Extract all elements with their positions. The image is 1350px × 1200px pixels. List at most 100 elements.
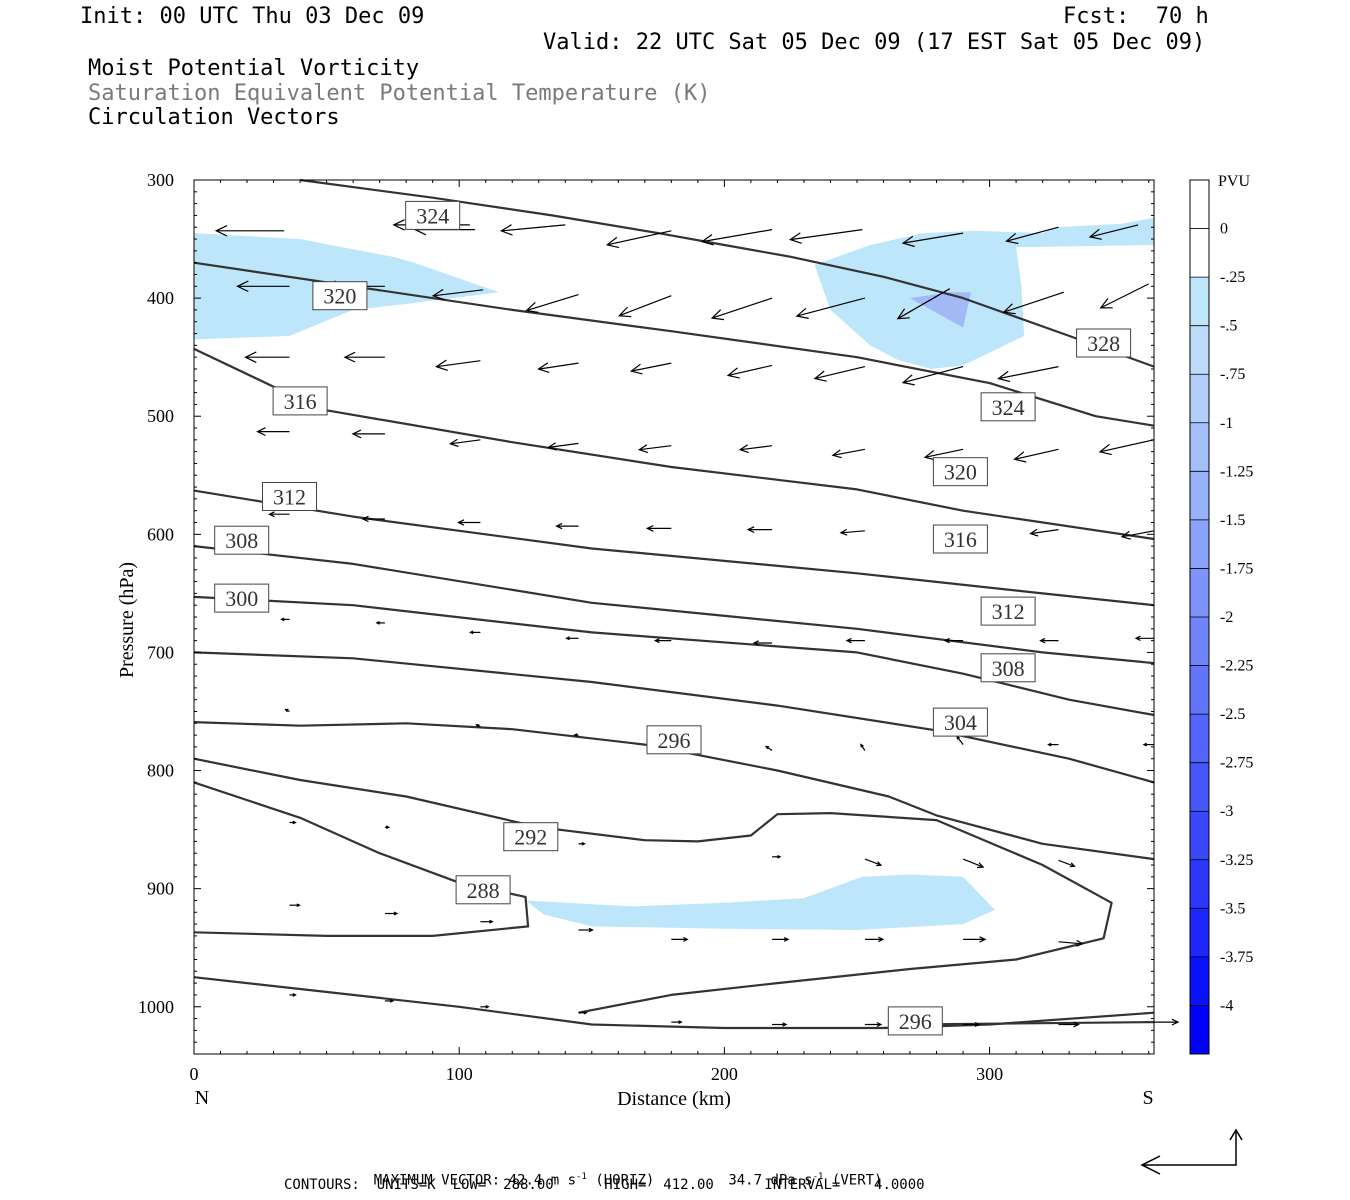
colorbar-swatch <box>1190 325 1209 375</box>
vector-arrowhead <box>1002 303 1016 315</box>
vector-arrowhead <box>343 351 356 363</box>
max-vector-label: MAXIMUM VECTOR: <box>373 1172 501 1189</box>
contour-label-layer: 324 320 316 312 308 300 328 324 320 316 312 308 304 2… <box>214 200 1132 1036</box>
colorbar-label: -3.25 <box>1220 852 1253 869</box>
vector-arrowhead <box>435 359 448 371</box>
vector-arrowhead <box>976 862 985 869</box>
pv-colorbar: PVU 0 -.25 -.5 -.75 -1 -1.25 -1.5 -1.75 -2 -2.25 -2… <box>1189 173 1253 1055</box>
vector-arrowhead <box>831 449 842 459</box>
circulation-vector <box>1014 448 1059 460</box>
colorbar-label: -3.5 <box>1220 900 1245 917</box>
vector-arrowhead <box>525 301 539 313</box>
contour-label: 288 <box>467 878 500 903</box>
circulation-vector <box>701 229 773 243</box>
circulation-vector <box>864 858 882 866</box>
contour-label-box <box>405 200 461 230</box>
vector-arrowhead <box>901 235 915 248</box>
circulation-vector <box>790 229 863 241</box>
vector-arrowhead <box>236 280 249 293</box>
colorbar-swatch <box>1190 228 1209 278</box>
vector-arrowhead <box>547 442 557 451</box>
vector-arrowhead <box>700 234 714 246</box>
theta-contour-line <box>299 178 1155 368</box>
theta-contour-line <box>193 976 1155 1030</box>
colorbar-title: PVU <box>1218 173 1250 190</box>
colorbar-label: -2.5 <box>1220 706 1245 723</box>
x-tick-label: 0 <box>190 1064 199 1084</box>
vector-arrowhead <box>256 427 266 437</box>
vector-arrowhead <box>746 526 755 534</box>
circulation-vector <box>903 232 964 244</box>
contour-label: 320 <box>323 284 356 309</box>
vector-arrowhead <box>573 733 578 737</box>
contour-label-box <box>980 596 1036 626</box>
colorbar-label: -1.5 <box>1220 512 1245 529</box>
circulation-vector <box>607 230 672 246</box>
circulation-vector <box>538 362 579 370</box>
vector-arrowhead <box>280 617 285 622</box>
contour-label: 316 <box>944 527 977 552</box>
colorbar-swatch <box>1190 665 1209 715</box>
axes-layer: 300 400 500 600 700 800 900 1000 0 100 200 300 <box>138 170 1154 1084</box>
x-axis-title: Distance (km) <box>617 1088 731 1110</box>
x-tick-label: 200 <box>711 1064 738 1084</box>
horiz-unit: (HORIZ) <box>595 1172 655 1189</box>
vector-arrowhead <box>583 1010 588 1015</box>
mpv-shade-region <box>910 292 971 328</box>
vector-arrowhead <box>738 444 749 454</box>
vector-arrowhead <box>782 1022 788 1027</box>
y-tick-label: 300 <box>147 170 174 190</box>
vector-arrowhead <box>1073 1021 1080 1028</box>
vector-arrowhead <box>457 519 465 526</box>
circulation-vector <box>1099 439 1155 453</box>
circulation-vector <box>962 858 984 868</box>
vector-arrowhead <box>795 307 809 319</box>
valid-time-label: Valid: 22 UTC Sat 05 Dec 09 (17 EST Sat … <box>543 30 1206 55</box>
theta-contour-line <box>193 347 1155 541</box>
title-line-theta: Saturation Equivalent Potential Temperat… <box>88 81 711 106</box>
vector-arrowhead <box>629 363 643 375</box>
vector-arrowhead <box>678 1020 683 1024</box>
vector-arrowhead <box>385 825 391 830</box>
circulation-vector <box>897 288 951 320</box>
colorbar-label: -.75 <box>1220 366 1245 383</box>
contour-label-box <box>646 725 702 755</box>
x-tick-label: 300 <box>976 1064 1003 1084</box>
colorbar-swatch <box>1190 956 1209 1006</box>
vector-arrowhead <box>296 903 301 908</box>
contour-label: 300 <box>225 586 258 611</box>
vector-arrowhead <box>1013 451 1027 463</box>
contour-label-box <box>980 653 1036 683</box>
vector-arrowhead <box>392 219 405 231</box>
vector-arrowhead <box>389 998 395 1003</box>
vector-arrowhead <box>617 306 632 318</box>
colorbar-swatch <box>1190 908 1209 958</box>
vector-arrowhead <box>485 1004 490 1009</box>
horiz-max-value: 42.4 m s <box>508 1172 577 1189</box>
colorbar-swatch <box>1190 471 1209 521</box>
colorbar-swatch <box>1190 374 1209 424</box>
vector-arrowhead <box>244 351 257 363</box>
vector-arrowhead <box>876 861 883 867</box>
init-time-label: Init: 00 UTC Thu 03 Dec 09 <box>80 4 425 29</box>
vector-arrowhead <box>1142 742 1147 747</box>
circulation-vector <box>436 360 481 368</box>
contour-label-box <box>272 386 328 416</box>
vert-unit: (VERT) <box>831 1172 883 1189</box>
circulation-vector <box>1003 291 1064 313</box>
reference-vector-icon <box>1140 1128 1243 1175</box>
circulation-vector <box>548 442 579 448</box>
title-line-vectors: Circulation Vectors <box>88 105 340 130</box>
contour-label: 324 <box>416 203 449 228</box>
contour-label: 312 <box>273 485 306 510</box>
vector-arrowhead <box>361 515 369 523</box>
vector-arrowhead <box>1029 528 1039 537</box>
vector-arrowhead <box>555 522 563 530</box>
vector-arrowhead <box>393 911 399 916</box>
vector-arrowhead <box>645 524 654 532</box>
colorbar-swatch <box>1190 1005 1209 1055</box>
colorbar-label: -2.25 <box>1220 658 1253 675</box>
theta-contour-line <box>193 721 1155 861</box>
colorbar-swatch <box>1190 859 1209 909</box>
circulation-vector <box>1089 224 1139 238</box>
